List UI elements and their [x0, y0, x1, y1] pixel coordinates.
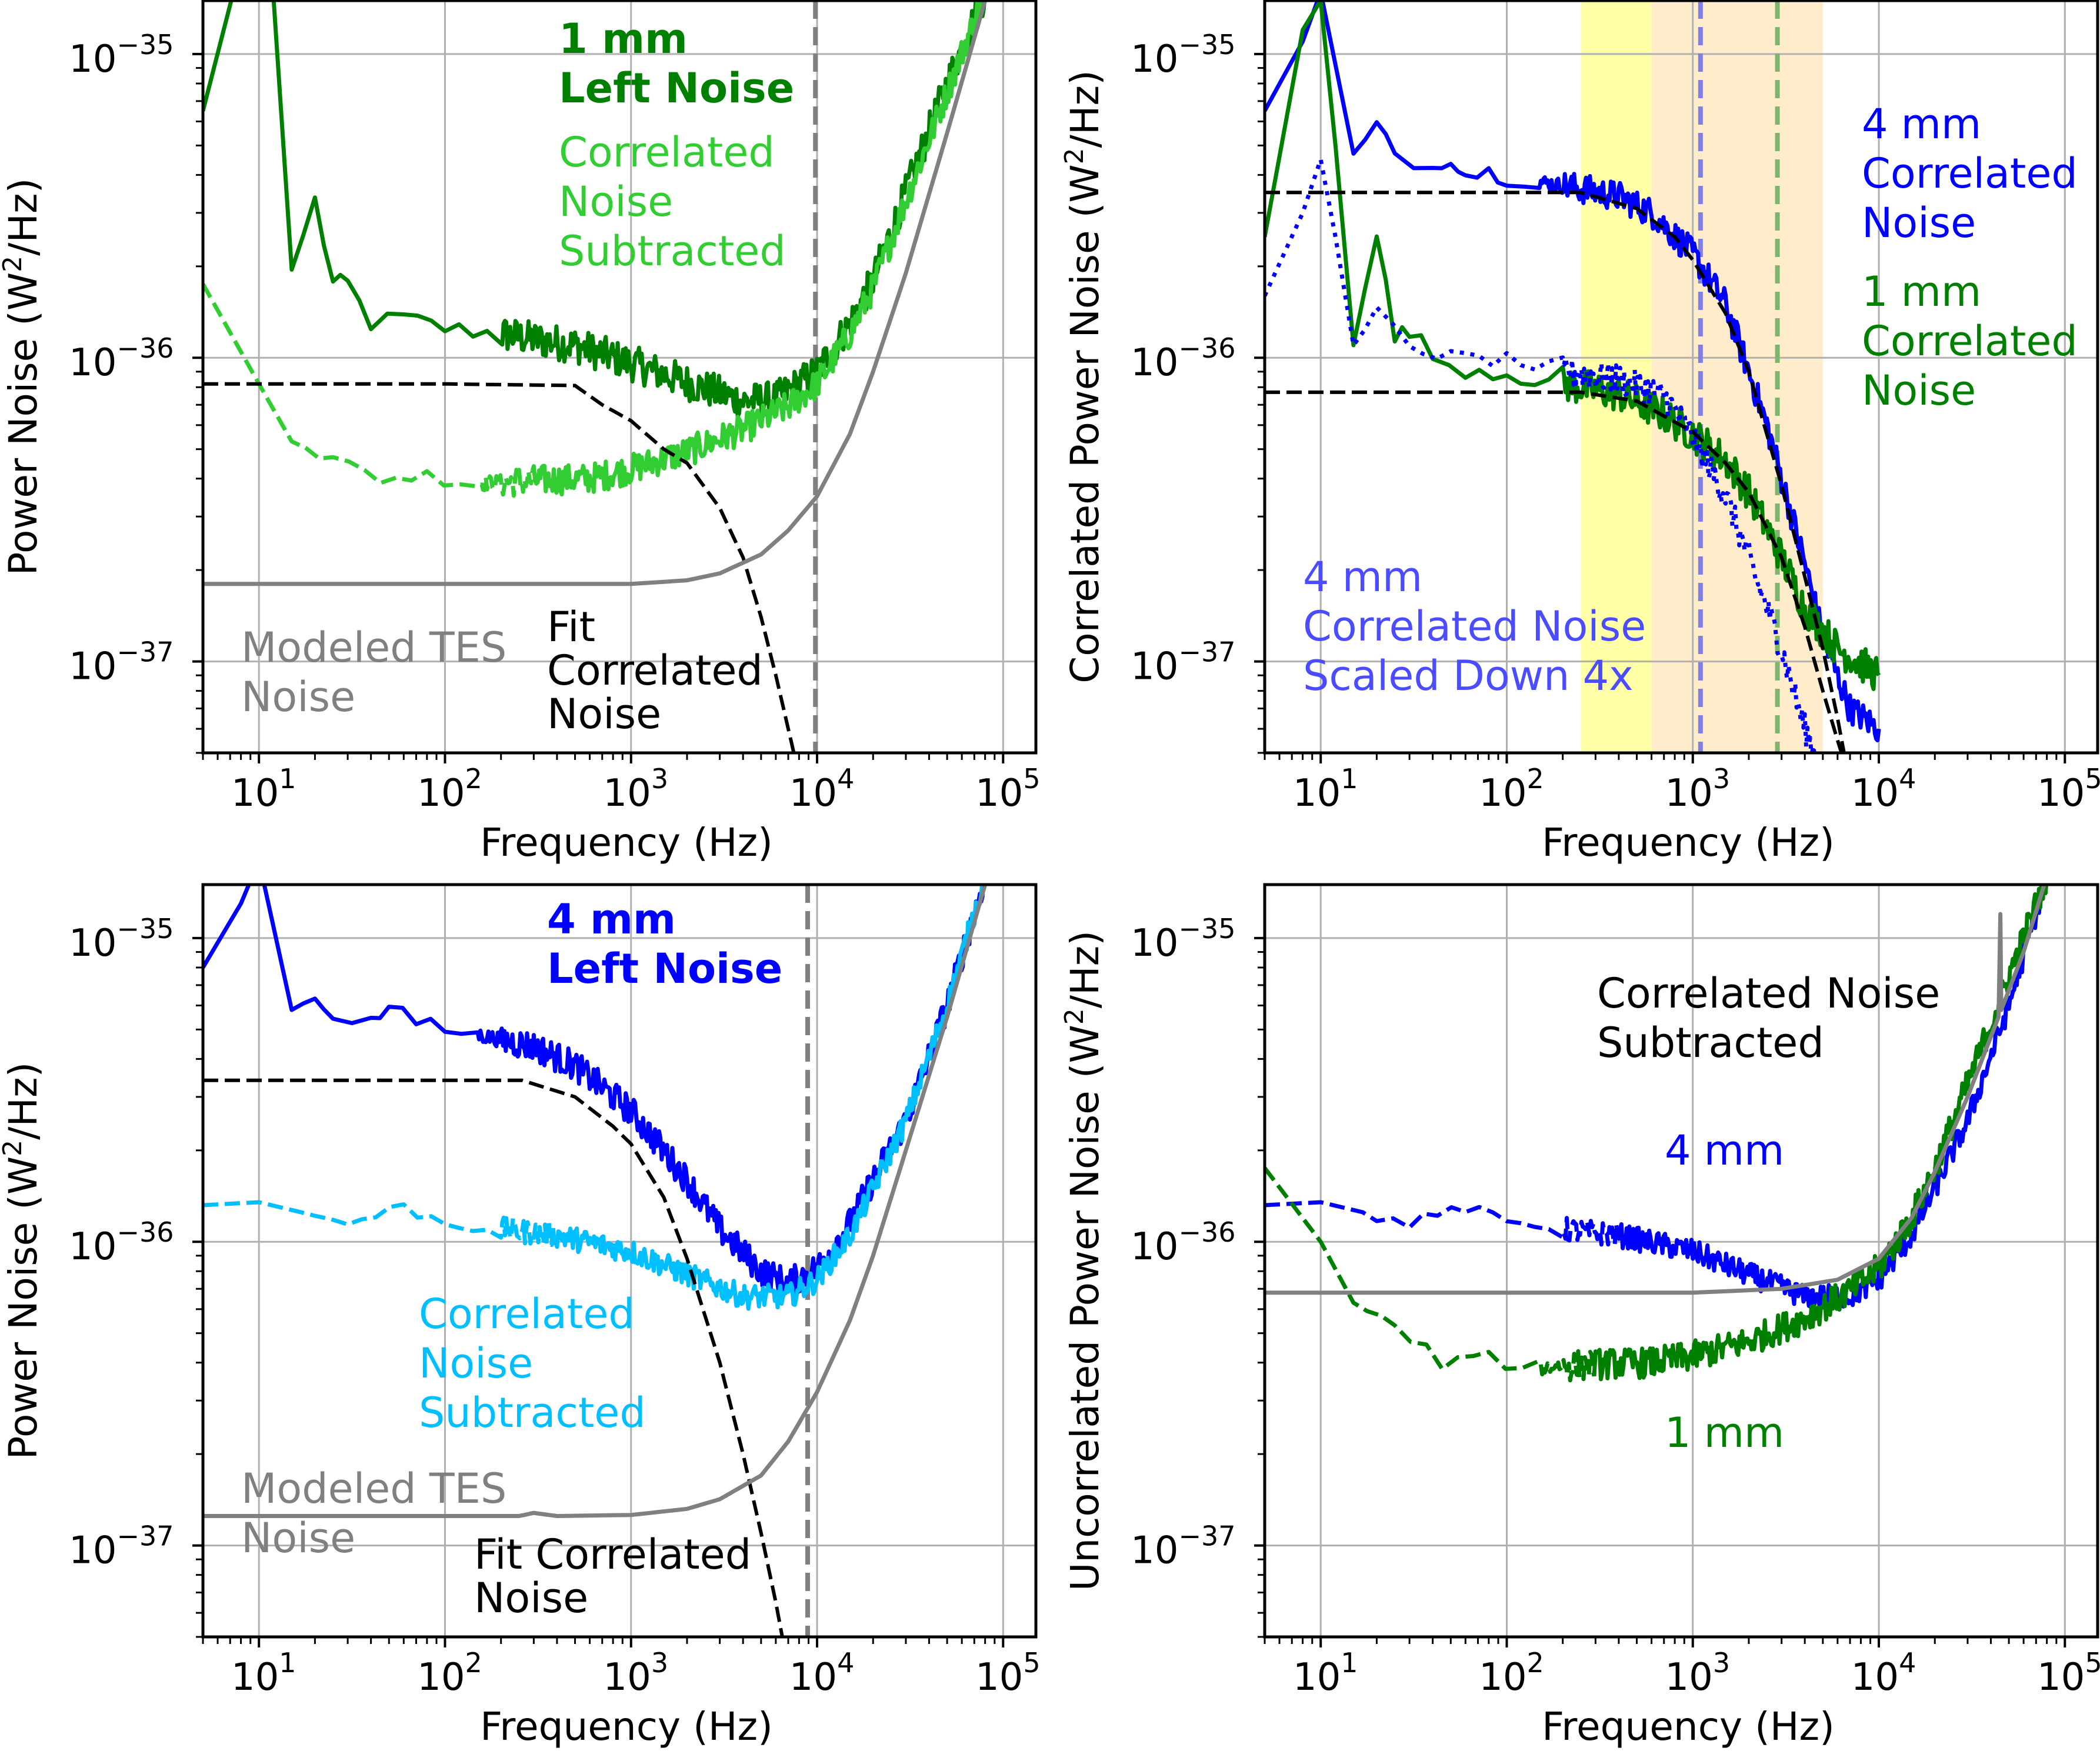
annotation-label: Fit Correlated Noise: [474, 1530, 751, 1622]
x-axis-label: Frequency (Hz): [480, 1704, 773, 1749]
y-tick-label: 10−35: [69, 913, 174, 965]
series-line-fit-correlated-noise-4-mm-: [203, 1078, 784, 1637]
annotation-label: Correlated Noise Subtracted: [559, 128, 786, 275]
y-tick-label: 10−35: [1131, 29, 1236, 81]
series-group: [1265, 885, 2049, 1383]
series-line-modeled-tes-noise-1-mm-: [203, 1, 988, 586]
x-tick-label: 104: [1851, 763, 1916, 815]
shaded-band-1: [1651, 1, 1823, 753]
axes-frame: [1263, 883, 2099, 1639]
annotation-label: Fit Correlated Noise: [547, 603, 763, 738]
x-tick-label: 105: [975, 1647, 1041, 1699]
x-tick-label: 102: [1479, 1647, 1544, 1699]
series-line-4-mm-uncorrelated--dashed: [1265, 1200, 1620, 1247]
x-tick-label: 104: [789, 1647, 855, 1699]
x-tick-label: 103: [603, 763, 668, 815]
y-tick-label: 10−36: [1131, 332, 1236, 385]
y-tick-label: 10−36: [69, 332, 174, 385]
x-tick-label: 102: [417, 763, 482, 815]
y-axis-label: Correlated Power Noise (W2/Hz): [1059, 70, 1108, 683]
annotation-label: 4 mm: [1665, 1126, 1784, 1175]
annotation-label: 4 mm Left Noise: [547, 895, 782, 993]
x-tick-label: 103: [1665, 1647, 1730, 1699]
x-tick-label: 103: [603, 1647, 668, 1699]
y-tick-label: 10−37: [1131, 636, 1236, 689]
x-tick-label: 105: [2037, 763, 2100, 815]
annotation-label: Correlated Noise Subtracted: [419, 1290, 646, 1437]
x-tick-label: 102: [1479, 763, 1544, 815]
y-axis-label: Power Noise (W2/Hz): [0, 178, 46, 576]
series-group: [1265, 1, 1881, 753]
y-axis-label: Uncorrelated Power Noise (W2/Hz): [1059, 930, 1108, 1591]
axes-frame: [201, 883, 1038, 1639]
annotation-label: 4 mm Correlated Noise Scaled Down 4x: [1303, 553, 1646, 700]
x-axis-label: Frequency (Hz): [480, 820, 773, 865]
y-tick-label: 10−37: [69, 636, 174, 689]
x-tick-label: 104: [1851, 1647, 1916, 1699]
annotation-label: Modeled TES Noise: [241, 623, 506, 721]
series-line-correlated-noise-subtracted-4-mm--dashed: [203, 1200, 558, 1248]
y-axis-label: Power Noise (W2/Hz): [0, 1062, 46, 1460]
x-tick-label: 101: [1293, 1647, 1358, 1699]
series-line-fit-4-mm: [1265, 191, 1846, 753]
series-line-1-mm-uncorrelated-: [1592, 885, 2049, 1382]
series-group: [203, 1, 988, 753]
series-line-modeled-tes-noise-4-mm-: [203, 885, 988, 1518]
y-tick-label: 10−37: [69, 1520, 174, 1573]
x-tick-label: 105: [2037, 1647, 2100, 1699]
annotation-label: 4 mm Correlated Noise: [1862, 100, 2078, 247]
x-tick-label: 101: [231, 763, 296, 815]
y-tick-label: 10−35: [69, 29, 174, 81]
series-line-4-mm-correlated-noise-scaled-down-4x: [1265, 157, 1816, 753]
annotation-label: 1 mm Left Noise: [559, 15, 794, 112]
x-tick-label: 105: [975, 763, 1041, 815]
series-line-modeled-tes-noise-uncorrelated-: [1265, 885, 2046, 1295]
axes-frame: [1263, 0, 2099, 755]
series-group: [203, 885, 988, 1637]
panel-bottom-left: 101 102 103 104 105 10−35 10−36 10−37 Frequency …: [0, 883, 1041, 1749]
annotation-label: Modeled TES Noise: [241, 1465, 506, 1562]
series-line-1-mm-uncorrelated--dashed: [1265, 1166, 1596, 1383]
y-tick-label: 10−35: [1131, 913, 1236, 965]
series-line-correlated-noise-subtracted-1-mm-: [530, 1, 983, 497]
series-line-fit-1-mm: [1265, 390, 1844, 753]
x-tick-label: 103: [1665, 763, 1730, 815]
x-tick-label: 104: [789, 763, 855, 815]
annotation-label: 1 mm Correlated Noise: [1862, 268, 2078, 415]
panel-bottom-right: 101 102 103 104 105 10−35 10−36 10−37 Frequency …: [1059, 883, 2100, 1749]
panel-top-right: 101 102 103 104 105 10−35 10−36 10−37 Frequency …: [1059, 0, 2100, 865]
series-line-fit-correlated-noise-1-mm-: [203, 382, 796, 753]
panel-top-left: 101 102 103 104 105 10−35 10−36 10−37 Frequency …: [0, 0, 1041, 865]
y-tick-label: 10−36: [69, 1216, 174, 1269]
annotation-label: 1 mm: [1665, 1409, 1784, 1457]
annotation-label: Correlated Noise Subtracted: [1597, 969, 1940, 1067]
y-tick-label: 10−36: [1131, 1216, 1236, 1269]
series-line-correlated-noise-subtracted-4-mm-: [554, 885, 985, 1311]
series-line-correlated-noise-subtracted-1-mm--dashed: [203, 283, 535, 498]
x-axis-label: Frequency (Hz): [1542, 820, 1835, 865]
x-tick-label: 101: [1293, 763, 1358, 815]
x-axis-label: Frequency (Hz): [1542, 1704, 1835, 1749]
axes-frame: [201, 0, 1038, 755]
x-tick-label: 102: [417, 1647, 482, 1699]
x-tick-label: 101: [231, 1647, 296, 1699]
y-tick-label: 10−37: [1131, 1520, 1236, 1573]
